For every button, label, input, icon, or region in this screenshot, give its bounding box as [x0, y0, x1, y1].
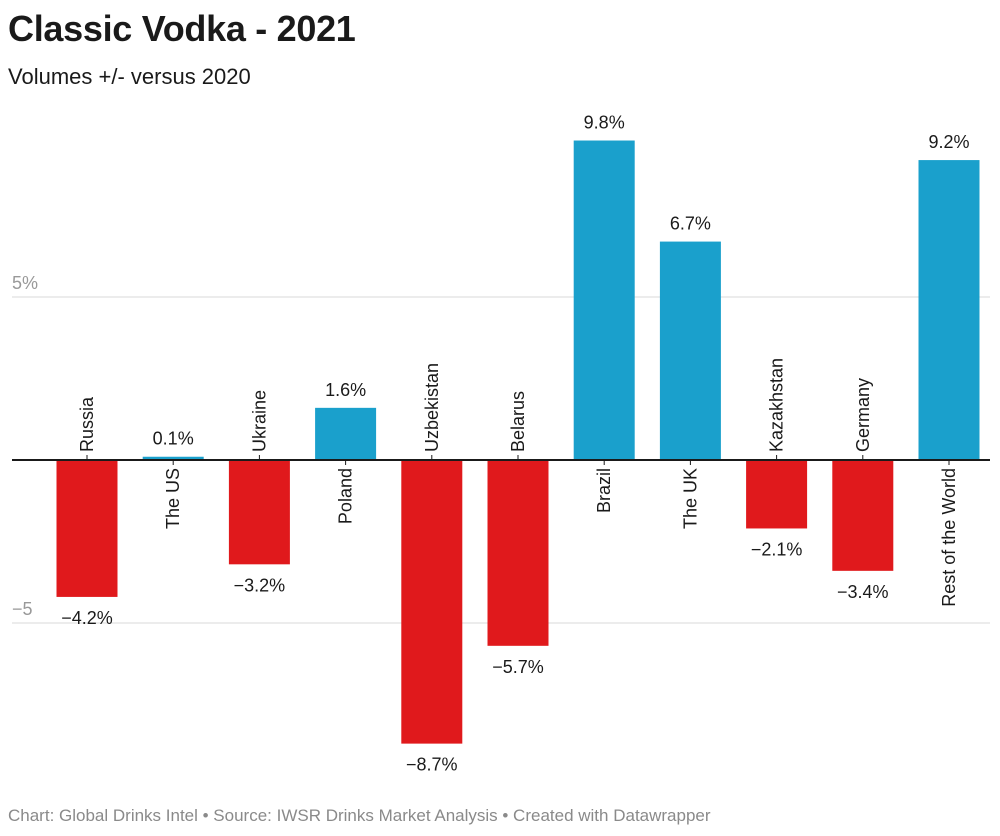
value-label: 6.7% — [670, 214, 711, 234]
chart-footer-credits: Chart: Global Drinks Intel • Source: IWS… — [8, 806, 711, 825]
category-label: Poland — [336, 468, 356, 524]
category-label: Kazakhstan — [767, 358, 787, 452]
category-label: Germany — [853, 378, 873, 452]
value-label: 9.8% — [584, 113, 625, 133]
category-label: The UK — [680, 468, 700, 529]
value-label: −5.7% — [492, 657, 544, 677]
y-tick-label: 5% — [12, 273, 38, 293]
category-label: Ukraine — [249, 390, 269, 452]
category-label: Rest of the World — [939, 468, 959, 607]
bar-russia — [56, 460, 118, 597]
chart-subtitle: Volumes +/- versus 2020 — [8, 64, 251, 89]
chart-title: Classic Vodka - 2021 — [8, 8, 356, 49]
bar-poland — [315, 407, 377, 460]
y-tick-label: −5 — [12, 599, 33, 619]
bar-uzbekistan — [401, 460, 463, 744]
bar-brazil — [573, 140, 635, 460]
bar-the-us — [142, 456, 204, 460]
bar-germany — [832, 460, 894, 571]
category-label: Russia — [77, 396, 97, 452]
category-label: The US — [163, 468, 183, 529]
category-label: Brazil — [594, 468, 614, 513]
value-label: −2.1% — [751, 539, 803, 559]
category-label: Uzbekistan — [422, 363, 442, 452]
value-label: −3.4% — [837, 582, 889, 602]
value-label: 0.1% — [153, 429, 194, 449]
category-label: Belarus — [508, 391, 528, 452]
bar-rest-of-the-world — [918, 160, 980, 460]
bar-kazakhstan — [746, 460, 808, 529]
bar-belarus — [487, 460, 549, 646]
value-label: −3.2% — [234, 575, 286, 595]
bar-chart: 5% −5 −4.2% Russia 0.1% The US −3.2% Ukraine 1.6… — [12, 113, 990, 775]
value-label: 1.6% — [325, 380, 366, 400]
value-label: −8.7% — [406, 755, 458, 775]
bar-ukraine — [228, 460, 290, 565]
value-label: 9.2% — [928, 132, 969, 152]
value-label: −4.2% — [61, 608, 113, 628]
bar-the-uk — [659, 241, 721, 460]
